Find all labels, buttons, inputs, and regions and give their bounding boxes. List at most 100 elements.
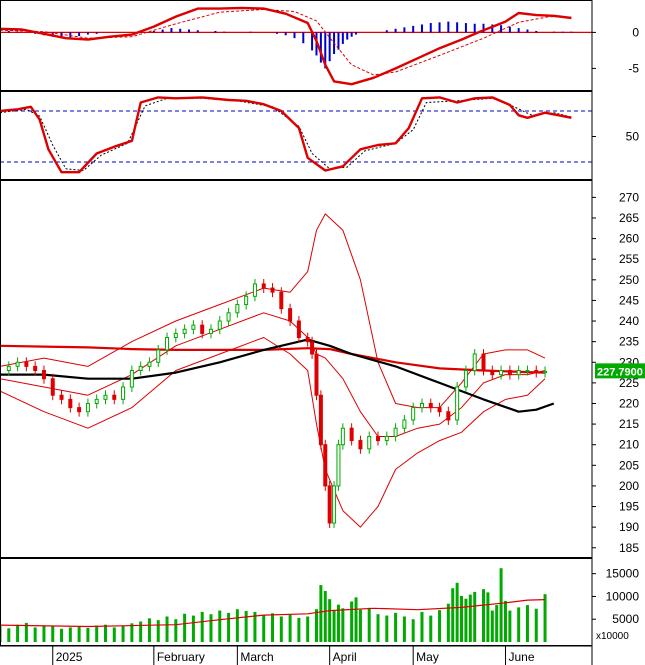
- price-tick-label: 240: [619, 314, 639, 328]
- candle-body: [182, 328, 187, 334]
- volume-bar: [68, 627, 72, 642]
- volume-bar: [156, 620, 160, 642]
- candle-body: [200, 324, 205, 334]
- volume-bar: [499, 568, 503, 642]
- volume-unit-label: x10000: [596, 631, 629, 642]
- candle-body: [129, 370, 134, 388]
- volume-tick-label: 10000: [606, 589, 640, 603]
- candle-body: [165, 337, 170, 351]
- candle-body: [481, 353, 486, 371]
- volume-bar: [534, 608, 538, 642]
- volume-bar: [147, 618, 151, 642]
- volume-bar: [200, 611, 204, 642]
- volume-tick-label: 15000: [606, 567, 640, 581]
- candle-body: [358, 440, 363, 450]
- volume-bar: [446, 603, 450, 642]
- candle-body: [103, 394, 108, 400]
- candle-body: [402, 419, 407, 429]
- candle-body: [525, 370, 530, 372]
- price-tick-label: 225: [619, 376, 639, 390]
- volume-bar: [130, 623, 134, 642]
- price-tick-label: 185: [619, 541, 639, 555]
- volume-bar: [165, 616, 169, 642]
- volume-bar: [209, 614, 213, 642]
- candle-body: [147, 361, 152, 367]
- candle-body: [332, 485, 337, 524]
- price-tick-label: 195: [619, 500, 639, 514]
- volume-bar: [402, 616, 406, 642]
- price-tick-label: 215: [619, 417, 639, 431]
- price-tick-label: 205: [619, 458, 639, 472]
- candle-body: [121, 386, 126, 400]
- volume-bar: [503, 601, 507, 642]
- volume-bar: [411, 619, 415, 642]
- price-tick-label: 250: [619, 273, 639, 287]
- candle-body: [367, 435, 372, 450]
- volume-bar: [77, 626, 81, 642]
- candle-body: [24, 361, 29, 367]
- candle-body: [191, 324, 196, 330]
- volume-bar: [16, 624, 20, 642]
- candle-body: [376, 435, 381, 442]
- volume-bar: [468, 594, 472, 642]
- volume-bar: [328, 599, 332, 642]
- mid-moving-average-line: [0, 338, 555, 413]
- candle-body: [543, 370, 548, 374]
- volume-bar: [376, 614, 380, 642]
- month-label: April: [333, 650, 357, 664]
- volume-bar: [354, 597, 358, 642]
- volume-bar: [394, 612, 398, 642]
- volume-bar: [508, 610, 512, 642]
- bollinger-upper-band: [0, 213, 546, 409]
- volume-bar: [358, 609, 362, 642]
- volume-bar: [543, 594, 547, 642]
- price-tick-label: 260: [619, 232, 639, 246]
- volume-bar: [24, 622, 28, 642]
- price-tick-label: 190: [619, 520, 639, 534]
- month-label: 2025: [56, 650, 83, 664]
- candle-body: [463, 370, 468, 388]
- volume-bar: [332, 611, 336, 642]
- stochastic-d-line: [0, 97, 572, 171]
- volume-bar: [464, 598, 468, 642]
- price-tick-label: 220: [619, 396, 639, 410]
- volume-bar: [341, 608, 345, 642]
- volume-bar: [51, 625, 55, 642]
- candle-body: [288, 308, 293, 322]
- month-label: May: [416, 650, 439, 664]
- candle-body: [314, 353, 319, 396]
- month-label: February: [157, 650, 205, 664]
- candle-body: [446, 411, 451, 421]
- panel-border: [0, 180, 593, 558]
- volume-bar: [183, 613, 187, 642]
- volume-bar: [42, 626, 46, 642]
- volume-bar: [60, 628, 64, 642]
- candle-body: [340, 427, 345, 446]
- macd-signal-line: [0, 8, 572, 76]
- volume-bar: [336, 604, 340, 642]
- volume-bar: [112, 627, 116, 642]
- month-label: June: [508, 650, 534, 664]
- candle-body: [279, 291, 284, 310]
- macd-panel: 0 -5: [0, 6, 639, 86]
- volume-bar: [451, 588, 455, 642]
- volume-bar: [438, 610, 442, 642]
- price-tick-label: 200: [619, 479, 639, 493]
- volume-bar: [279, 616, 283, 642]
- volume-bar: [314, 609, 318, 642]
- candle-body: [261, 283, 266, 289]
- macd-tick-label: -5: [628, 61, 639, 75]
- candle-body: [50, 378, 55, 396]
- candle-body: [252, 283, 257, 297]
- price-tick-label: 210: [619, 438, 639, 452]
- volume-bar: [139, 621, 143, 642]
- volume-panel: 5000 10000 15000 x10000: [0, 567, 639, 642]
- candle-body: [244, 295, 249, 306]
- x-axis: 2025 February March April May June: [0, 645, 592, 665]
- volume-bar: [288, 614, 292, 642]
- candle-body: [138, 365, 143, 371]
- volume-bar: [235, 609, 239, 642]
- candle-body: [41, 370, 46, 380]
- volume-bar: [306, 616, 310, 642]
